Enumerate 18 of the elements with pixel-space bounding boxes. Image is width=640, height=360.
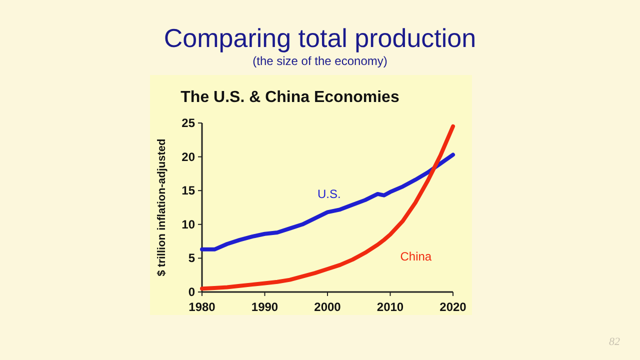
line-series bbox=[200, 152, 455, 252]
chart-subtitle: Comparing total production bbox=[164, 23, 476, 53]
chart-title: The U.S. & China Economies bbox=[180, 89, 400, 106]
y-tick-label: 5 bbox=[188, 251, 196, 266]
x-tick-label: 2020 bbox=[440, 300, 467, 314]
text: (the size of the economy) bbox=[252, 54, 388, 68]
y-axis-title: $ trillion inflation-adjusted bbox=[156, 138, 168, 276]
x-tick-label: 1990 bbox=[251, 300, 278, 314]
x-tick-label: 2010 bbox=[376, 300, 404, 314]
y-tick-label: 20 bbox=[182, 150, 196, 164]
series-label: U.S. bbox=[318, 187, 341, 202]
series-label: China bbox=[400, 250, 432, 264]
y-tick-label: 10 bbox=[182, 217, 196, 232]
x-tick-label: 1980 bbox=[188, 300, 216, 314]
y-tick-label: 0 bbox=[188, 285, 196, 299]
x-tick-label: 2000 bbox=[314, 300, 342, 314]
y-tick-label: 25 bbox=[182, 116, 196, 130]
y-tick-label: 15 bbox=[182, 184, 196, 198]
